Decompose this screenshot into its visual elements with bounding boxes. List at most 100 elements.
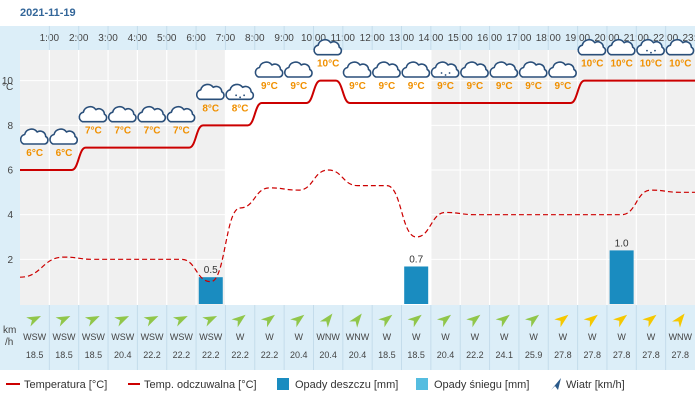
wind-unit-label-2: /h [5,337,13,348]
wind-arrow-icon [613,314,628,328]
cloud-icon [577,38,607,56]
wind-direction-label: WSW [141,332,164,342]
wind-speed-label: 27.8 [584,350,602,360]
wind-speed-label: 24.1 [495,350,513,360]
cloud-icon [518,61,548,78]
wind-arrow-icon [495,314,510,328]
hour-header-row: 1:00 2:00 3:00 4:00 5:00 6:00 7:00 8:00 9:00 10:0… [0,26,695,50]
wind-arrow-icon [202,316,218,327]
wind-speed-label: 25.9 [525,350,543,360]
temp-value-label: 9°C [525,81,542,92]
hour-label: 23:00 [682,33,695,44]
y-tick-label: 8 [7,121,13,132]
wind-speed-label: 22.2 [143,350,161,360]
wind-speed-label: 20.4 [349,350,367,360]
temp-value-label: 8°C [202,103,219,114]
temperature-line [0,79,695,171]
rain-value-label: 0.7 [409,254,423,265]
wind-direction-label: WSW [170,332,193,342]
cloud-icon [548,61,577,78]
wind-arrow-icon [260,314,275,328]
y-tick-label: 6 [7,166,13,177]
wind-speed-label: 20.4 [437,350,455,360]
wind-direction-label: W [265,332,274,342]
wind-arrow-icon [378,314,393,328]
wind-speed-label: 22.2 [173,350,191,360]
wind-direction-label: WNW [669,332,693,342]
y-tick-label: 2 [7,255,13,266]
rain-value-label: 0.5 [204,265,218,276]
wind-direction-label: W [471,332,480,342]
temp-value-label: 10°C [610,59,632,70]
temp-value-label: 9°C [378,81,395,92]
wind-speed-label: 20.4 [319,350,337,360]
rain-bar [198,277,223,304]
wind-arrow-icon [436,314,452,328]
temp-value-label: 7°C [114,126,131,137]
legend-rain-label: Opady deszczu [mm] [295,379,398,391]
wind-direction-label: WSW [53,332,76,342]
wind-direction-label: WSW [199,332,222,342]
wind-direction-label: WSW [23,332,46,342]
cloud-icon [665,38,695,56]
y-tick-label: 4 [7,210,13,221]
wind-arrow-icon [84,316,100,327]
wind-speed-label: 27.8 [613,350,631,360]
cloud-icon [606,38,636,56]
temp-value-label: 6°C [26,148,43,159]
rain-bar [609,250,634,304]
wind-speed-label: 22.2 [202,350,220,360]
wind-unit-label: km [3,325,16,336]
cloud-icon [166,105,196,123]
wind-direction-label: W [559,332,568,342]
temp-value-label: 10°C [317,59,339,70]
wind-speed-label: 22.2 [231,350,249,360]
cloud-icon [49,128,78,145]
wind-direction-label: W [236,332,245,342]
cloud-icon [460,61,489,78]
wind-direction-label: W [295,332,304,342]
wind-speed-label: 27.8 [672,350,690,360]
temp-value-label: 7°C [85,126,102,137]
wind-arrow-icon [143,316,159,327]
temp-value-label: 6°C [56,148,73,159]
legend-temp-label: Temperatura [°C] [24,379,107,391]
cloud-icon [137,105,167,123]
wind-arrow-icon [583,314,598,328]
wind-arrow-icon [290,314,305,328]
cloud-icon [313,38,343,56]
cloud-drizzle-icon [636,38,665,56]
wind-speed-label: 18.5 [85,350,103,360]
wind-arrow-icon [642,314,657,328]
cloud-icon [372,61,401,78]
wind-arrow-icon [55,316,71,327]
wind-arrow-icon [114,316,130,327]
wind-direction-label: W [383,332,392,342]
plot-area: 0.50.71.06°C 6°C7°C 7°C 7°C 7°C8°C 8°C9°C 9°C1… [0,38,695,305]
temp-value-label: 9°C [555,81,572,92]
cloud-icon [78,105,108,123]
temp-value-label: 10°C [640,59,662,70]
y-axis: °C 2 4 6 8 10 [0,50,20,305]
wind-direction-label: W [529,332,538,342]
temp-value-label: 9°C [466,81,483,92]
wind-arrow-icon [466,314,481,328]
wind-arrow-icon [231,314,246,328]
wind-speed-label: 20.4 [290,350,308,360]
y-axis-band [0,50,20,305]
legend-snow-label: Opady śniegu [mm] [434,379,529,391]
wind-direction-label: W [441,332,450,342]
cloud-icon [19,128,49,145]
wind-arrow-icon [554,314,569,328]
cloud-drizzle-icon [225,83,255,101]
legend-wind-label: Wiatr [km/h] [566,379,625,391]
date-label: 2021-11-19 [20,7,76,19]
wind-speed-label: 18.5 [378,350,396,360]
wind-speed-label: 22.2 [261,350,279,360]
rain-bar [404,266,429,304]
wind-direction-label: W [500,332,509,342]
wind-arrow-icon [172,316,188,327]
temp-value-label: 9°C [408,81,425,92]
legend-feels-label: Temp. odczuwalna [°C] [144,379,257,391]
